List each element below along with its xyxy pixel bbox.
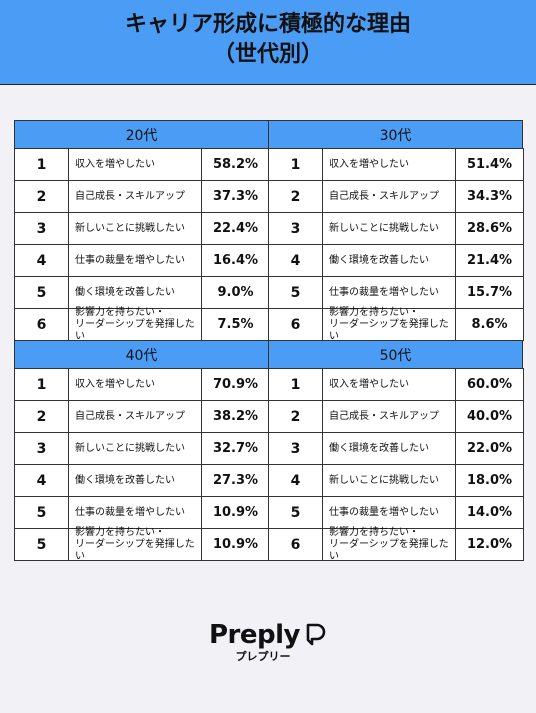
percent: 10.9%: [201, 528, 270, 561]
brand-kana: プレプリー: [235, 650, 291, 663]
percent: 16.4%: [201, 244, 270, 277]
percent: 12.0%: [455, 528, 524, 561]
reason: 影響力を持ちたい・ リーダーシップを発揮したい: [322, 307, 456, 342]
percent: 40.0%: [455, 400, 524, 433]
percent: 37.3%: [201, 180, 270, 213]
reason: 仕事の裁量を増やしたい: [68, 244, 202, 277]
reason: 働く環境を改善したい: [322, 244, 456, 277]
percent: 32.7%: [201, 432, 270, 465]
rank: 5: [268, 496, 323, 529]
header: キャリア形成に積極的な理由 （世代別）: [0, 0, 536, 85]
rank: 6: [268, 528, 323, 561]
rank: 1: [268, 368, 323, 401]
reason: 新しいことに挑戦したい: [68, 212, 202, 245]
brand-icon: [306, 623, 326, 646]
rank: 6: [268, 308, 323, 341]
percent: 70.9%: [201, 368, 270, 401]
title: キャリア形成に積極的な理由: [124, 12, 411, 37]
reason: 収入を増やしたい: [322, 368, 456, 401]
reason: 自己成長・スキルアップ: [68, 180, 202, 213]
rank: 5: [14, 276, 69, 309]
reason: 新しいことに挑戦したい: [68, 432, 202, 465]
brand-name: Preply: [208, 620, 300, 650]
percent: 7.5%: [201, 308, 270, 341]
reason: 働く環境を改善したい: [322, 432, 456, 465]
reason: 影響力を持ちたい・ リーダーシップを発揮したい: [322, 527, 456, 562]
percent: 51.4%: [455, 148, 524, 181]
rank: 2: [14, 400, 69, 433]
percent: 60.0%: [455, 368, 524, 401]
rank: 2: [14, 180, 69, 213]
percent: 58.2%: [201, 148, 270, 181]
reason: 影響力を持ちたい・ リーダーシップを発揮したい: [68, 307, 202, 342]
reason: 収入を増やしたい: [322, 148, 456, 181]
percent: 21.4%: [455, 244, 524, 277]
percent: 38.2%: [201, 400, 270, 433]
reason: 自己成長・スキルアップ: [68, 400, 202, 433]
percent: 9.0%: [201, 276, 270, 309]
rank: 5: [14, 496, 69, 529]
rank: 4: [268, 464, 323, 497]
group-header: 50代: [268, 340, 523, 369]
rank: 3: [14, 432, 69, 465]
percent: 28.6%: [455, 212, 524, 245]
rank: 1: [14, 368, 69, 401]
rank: 5: [14, 528, 69, 561]
subtitle: （世代別）: [212, 42, 323, 67]
percent: 14.0%: [455, 496, 524, 529]
rank: 4: [268, 244, 323, 277]
percent: 34.3%: [455, 180, 524, 213]
reason: 仕事の裁量を増やしたい: [322, 496, 456, 529]
reason: 収入を増やしたい: [68, 148, 202, 181]
percent: 22.4%: [201, 212, 270, 245]
rank: 3: [14, 212, 69, 245]
reason: 仕事の裁量を増やしたい: [68, 496, 202, 529]
reason: 自己成長・スキルアップ: [322, 180, 456, 213]
percent: 22.0%: [455, 432, 524, 465]
rank: 1: [14, 148, 69, 181]
rank: 6: [14, 308, 69, 341]
reason: 働く環境を改善したい: [68, 464, 202, 497]
percent: 18.0%: [455, 464, 524, 497]
rank: 1: [268, 148, 323, 181]
brand: Preply プレプリー: [0, 620, 536, 664]
reason: 収入を増やしたい: [68, 368, 202, 401]
rank: 3: [268, 432, 323, 465]
group-header: 30代: [268, 120, 523, 149]
rank: 2: [268, 180, 323, 213]
reason: 自己成長・スキルアップ: [322, 400, 456, 433]
group-header: 20代: [14, 120, 269, 149]
rank: 4: [14, 244, 69, 277]
percent: 15.7%: [455, 276, 524, 309]
percent: 10.9%: [201, 496, 270, 529]
rank: 2: [268, 400, 323, 433]
group-header: 40代: [14, 340, 269, 369]
reason: 新しいことに挑戦したい: [322, 464, 456, 497]
reason: 仕事の裁量を増やしたい: [322, 276, 456, 309]
rank: 5: [268, 276, 323, 309]
rank: 3: [268, 212, 323, 245]
rank: 4: [14, 464, 69, 497]
reason: 影響力を持ちたい・ リーダーシップを発揮したい: [68, 527, 202, 562]
reason: 新しいことに挑戦したい: [322, 212, 456, 245]
reason: 働く環境を改善したい: [68, 276, 202, 309]
percent: 8.6%: [455, 308, 524, 341]
percent: 27.3%: [201, 464, 270, 497]
